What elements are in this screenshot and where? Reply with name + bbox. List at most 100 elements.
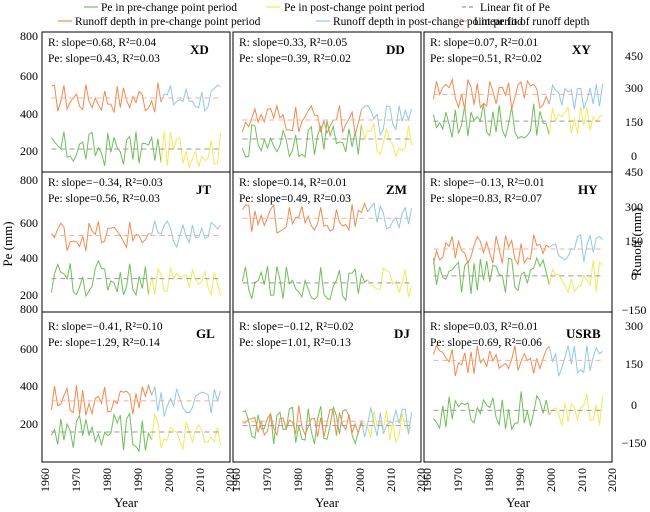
panel-pe-stat: Pe: slope=0.69, R²=0.06	[430, 337, 542, 349]
tick-label: 400	[20, 107, 38, 121]
tick-label: 1960	[229, 468, 243, 492]
pe-post-line	[548, 393, 604, 426]
panel-site-label: JT	[196, 182, 212, 197]
panel-site-label: GL	[196, 326, 215, 341]
tick-label: 1960	[38, 468, 52, 492]
tick-label: 2000	[544, 468, 558, 492]
x-axis-title: Year	[506, 495, 531, 510]
tick-label: 1990	[322, 468, 336, 492]
runoff-pre-line	[432, 234, 550, 266]
runoff-pre-line	[432, 344, 550, 377]
panel-r-stat: R: slope=0.07, R²=0.01	[430, 37, 538, 49]
panel: R: slope=0.14, R²=0.01 Pe: slope=0.49, R…	[232, 171, 422, 313]
panel-r-stat: R: slope=−0.41, R²=0.10	[48, 321, 163, 333]
panel-site-label: XD	[190, 42, 209, 57]
panel-r-stat: R: slope=0.68, R²=0.04	[48, 37, 156, 49]
panel-site-label: DD	[386, 42, 405, 57]
tick-label: 200	[20, 144, 38, 158]
pe-pre-line	[50, 411, 153, 453]
panel-site-label: HY	[578, 182, 598, 197]
legend: Pe in pre-change point period Pe in post…	[58, 2, 590, 28]
runoff-post-line	[548, 345, 603, 377]
panel: R: slope=−0.34, R²=0.03 Pe: slope=0.56, …	[41, 171, 231, 313]
panel-r-stat: R: slope=0.33, R²=0.05	[239, 37, 347, 49]
tick-label: 0	[631, 269, 637, 283]
tick-label: 150	[625, 357, 643, 371]
pe-pre-line	[50, 259, 149, 298]
tick-label: 800	[20, 29, 38, 43]
pe-pre-line	[433, 391, 550, 431]
panel: R: slope=0.68, R²=0.04 Pe: slope=0.43, R…	[41, 31, 231, 173]
panel: R: slope=0.03, R²=0.01 Pe: slope=0.69, R…	[423, 311, 613, 463]
tick-label: −150	[622, 303, 647, 317]
tick-label: 600	[20, 69, 38, 83]
tick-label: 2000	[162, 468, 176, 492]
panel-r-stat: R: slope=0.03, R²=0.01	[430, 321, 538, 333]
tick-label: 450	[625, 49, 643, 63]
tick-label: 2020	[605, 468, 619, 492]
tick-label: 300	[625, 200, 643, 214]
panel-pe-stat: Pe: slope=0.51, R²=0.02	[430, 53, 542, 65]
panel-series	[51, 82, 222, 169]
panel-series	[432, 344, 604, 431]
tick-label: 800	[20, 302, 38, 316]
x-axis-ticks: 1960 1970 1980 1990 2000 2010 2020 1960 …	[38, 468, 619, 492]
panel-pe-stat: Pe: slope=0.43, R²=0.03	[48, 53, 160, 65]
tick-label: 1990	[131, 468, 145, 492]
panel-frame	[232, 311, 422, 463]
y-axis-title-left: Pe (mm)	[0, 221, 15, 266]
legend-pe-fit: Linear fit of Pe	[480, 2, 550, 14]
x-axis-title: Year	[315, 495, 340, 510]
y-axis-title-right: Runoff (mm)	[629, 208, 644, 277]
panel-site-label: USRB	[566, 326, 601, 341]
panel-series	[241, 103, 413, 159]
pe-post-line	[151, 412, 222, 450]
legend-pe-pre: Pe in pre-change point period	[101, 2, 237, 14]
runoff-pre-line	[50, 383, 153, 416]
tick-label: 1980	[291, 468, 305, 492]
pe-post-line	[367, 267, 413, 297]
pe-post-line	[361, 123, 413, 159]
tick-label: 1960	[420, 468, 434, 492]
pe-pre-line	[241, 265, 368, 302]
panel-r-stat: R: slope=−0.34, R²=0.03	[48, 177, 163, 189]
runoff-post-line	[367, 201, 413, 230]
pe-post-line	[548, 105, 603, 136]
tick-label: 1990	[513, 468, 527, 492]
panel-series	[432, 234, 603, 294]
panel-frame	[41, 311, 231, 463]
pe-post-line	[148, 267, 222, 297]
tick-label: 800	[20, 173, 38, 187]
panel-site-label: ZM	[386, 182, 407, 197]
panel-pe-stat: Pe: slope=0.49, R²=0.03	[239, 193, 351, 205]
pe-post-line	[160, 131, 222, 169]
runoff-pre-line	[241, 103, 362, 135]
legend-runoff-fit: Linear fit of runoff depth	[474, 16, 590, 28]
panel-site-label: DJ	[394, 326, 410, 341]
panel: R: slope=−0.41, R²=0.10 Pe: slope=1.29, …	[41, 311, 231, 463]
legend-runoff-post: Runoff depth in post-change point period	[333, 16, 523, 28]
tick-label: 200	[20, 288, 38, 302]
pe-post-line	[361, 410, 413, 444]
pe-pre-line	[432, 103, 550, 140]
tick-label: 400	[20, 379, 38, 393]
panel-pe-stat: Pe: slope=0.56, R²=0.03	[48, 193, 160, 205]
panel: R: slope=−0.12, R²=0.02 Pe: slope=1.01, …	[232, 311, 422, 463]
tick-label: 300	[625, 81, 643, 95]
left-axis-ticks: 800 600 400 200 800 600 400 200 800 600 …	[20, 29, 38, 431]
tick-label: 1980	[482, 468, 496, 492]
legend-runoff-pre: Runoff depth in pre-change point period	[75, 16, 261, 28]
legend-pe-post: Pe in post-change point period	[284, 2, 425, 14]
tick-label: 2010	[193, 468, 207, 492]
panel-pe-stat: Pe: slope=0.83, R²=0.07	[430, 193, 542, 205]
tick-label: 2020	[223, 468, 237, 492]
tick-label: 600	[20, 342, 38, 356]
runoff-post-line	[548, 83, 604, 110]
panel: R: slope=0.33, R²=0.05 Pe: slope=0.39, R…	[232, 31, 422, 173]
panel-pe-stat: Pe: slope=1.01, R²=0.13	[239, 337, 351, 349]
tick-label: 400	[20, 251, 38, 265]
runoff-pre-line	[51, 221, 149, 252]
tick-label: 300	[625, 319, 643, 333]
tick-label: 1970	[260, 468, 274, 492]
